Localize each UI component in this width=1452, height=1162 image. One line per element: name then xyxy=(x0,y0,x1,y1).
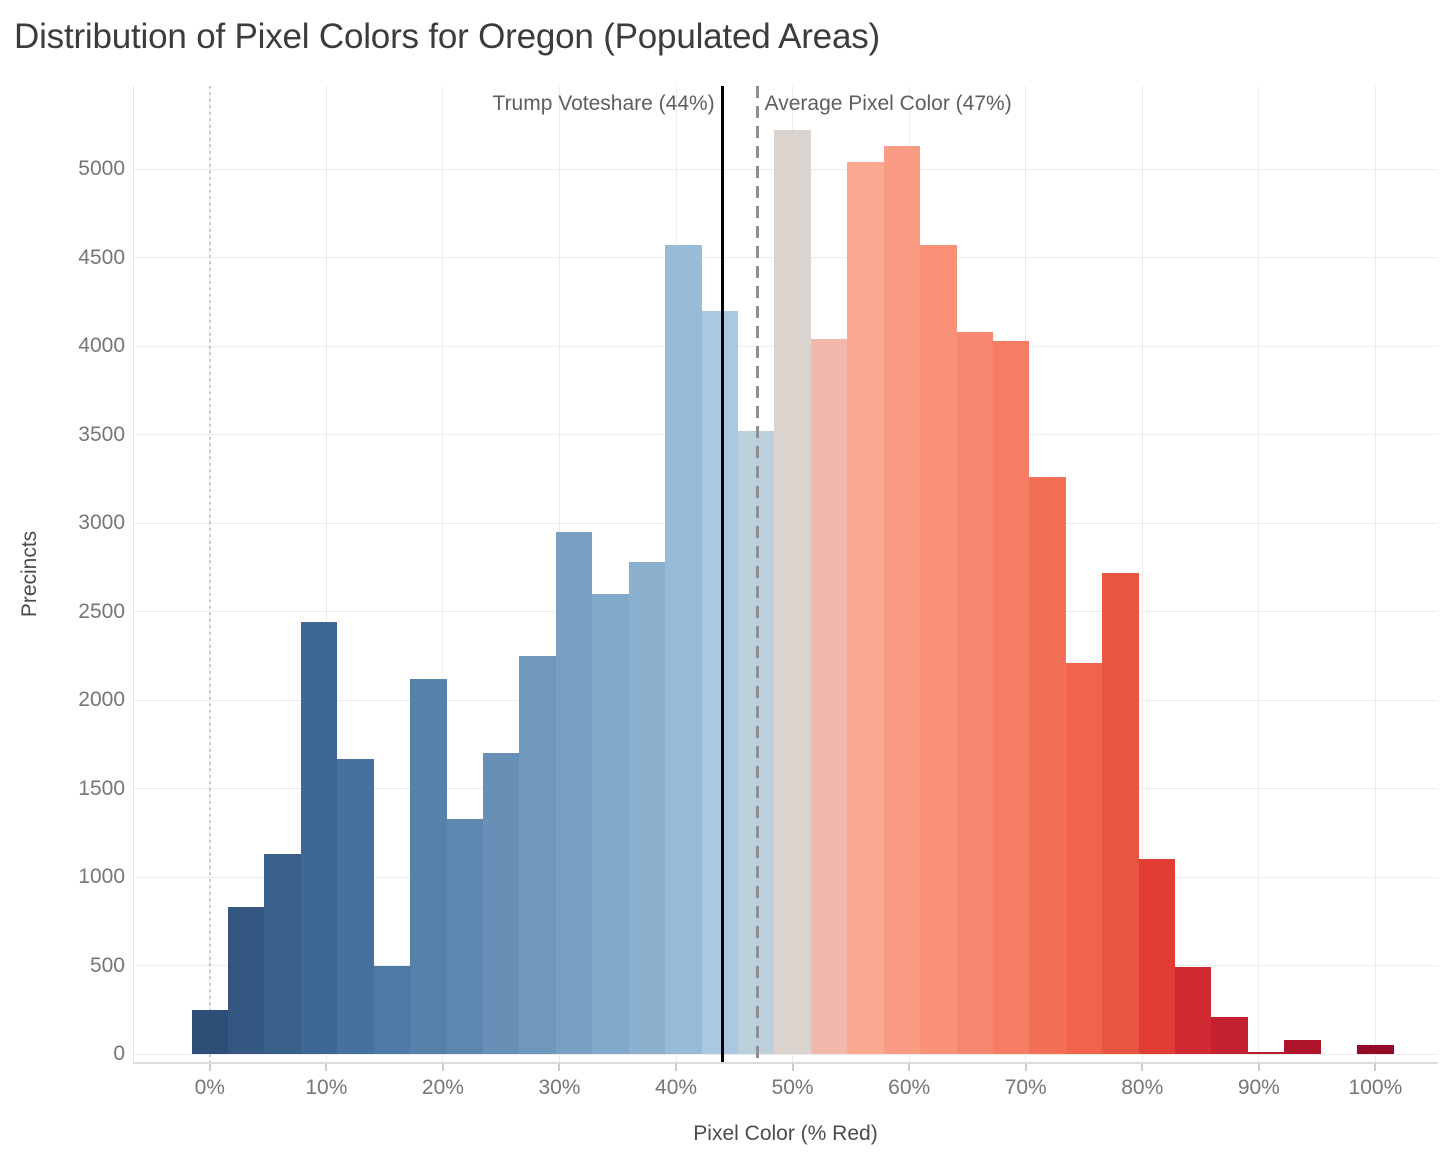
y-tick-label: 4000 xyxy=(78,334,125,358)
x-tick-label: 70% xyxy=(1004,1076,1047,1099)
histogram-bar xyxy=(992,341,1030,1054)
y-tick-label: 5000 xyxy=(78,157,125,181)
y-tick-label: 1000 xyxy=(78,865,125,889)
x-tick-label: 10% xyxy=(305,1076,348,1099)
y-tick-label: 3500 xyxy=(78,422,125,446)
histogram-bar xyxy=(1138,859,1176,1054)
x-tick-label: 30% xyxy=(538,1076,581,1099)
histogram-bar xyxy=(373,965,411,1054)
histogram-bar xyxy=(1029,477,1066,1054)
y-tick-label: 2000 xyxy=(78,688,125,712)
x-tick-label: 40% xyxy=(655,1076,698,1099)
y-axis-title: Precincts xyxy=(18,530,41,618)
histogram-bar xyxy=(592,594,629,1054)
histogram-bar xyxy=(1247,1052,1285,1054)
x-tick-mark xyxy=(1141,1064,1144,1071)
v-gridline xyxy=(325,86,327,1062)
histogram-bar xyxy=(555,532,593,1054)
refline-average-pixel-color xyxy=(755,86,760,1062)
histogram-bar xyxy=(920,245,957,1054)
histogram-bar xyxy=(337,758,374,1054)
histogram-bar xyxy=(956,332,993,1054)
histogram-bar xyxy=(665,245,702,1054)
y-tick-label: 0 xyxy=(113,1042,125,1065)
refline-label-trump-voteshare: Trump Voteshare (44%) xyxy=(492,92,715,115)
x-tick-label: 50% xyxy=(771,1076,814,1099)
x-tick-label: 0% xyxy=(194,1076,225,1099)
histogram-bar xyxy=(446,818,483,1054)
v-gridline xyxy=(1374,86,1376,1062)
x-tick-mark xyxy=(208,1064,211,1071)
histogram-bar xyxy=(519,655,556,1054)
y-tick-label: 2500 xyxy=(78,599,125,623)
x-tick-mark xyxy=(441,1064,444,1071)
y-tick-label: 1500 xyxy=(78,776,125,800)
refline-zero-dotted xyxy=(208,86,211,1062)
refline-label-average-pixel-color: Average Pixel Color (47%) xyxy=(764,92,1012,115)
histogram-bar xyxy=(774,130,811,1054)
histogram-bar xyxy=(410,678,447,1054)
x-tick-mark xyxy=(675,1064,678,1071)
x-tick-label: 60% xyxy=(888,1076,931,1099)
x-tick-mark xyxy=(1024,1064,1027,1071)
histogram-bar xyxy=(482,753,520,1054)
histogram-bar xyxy=(883,146,921,1054)
x-tick-mark xyxy=(325,1064,328,1071)
histogram-bar xyxy=(264,854,301,1054)
histogram-bar xyxy=(810,339,848,1054)
x-axis-line xyxy=(133,1062,1438,1064)
histogram-bar xyxy=(191,1009,228,1054)
histogram-bar xyxy=(701,310,738,1054)
y-tick-label: 3000 xyxy=(78,511,125,535)
histogram-bar xyxy=(628,562,666,1054)
v-gridline xyxy=(1141,86,1143,1062)
chart-title: Distribution of Pixel Colors for Oregon … xyxy=(14,17,880,56)
x-tick-mark xyxy=(1374,1064,1377,1071)
histogram-bar xyxy=(1357,1045,1394,1054)
histogram-bar xyxy=(1211,1016,1248,1054)
x-tick-mark xyxy=(558,1064,561,1071)
x-tick-mark xyxy=(908,1064,911,1071)
x-tick-mark xyxy=(1257,1064,1260,1071)
x-tick-label: 100% xyxy=(1348,1076,1403,1099)
x-tick-mark xyxy=(791,1064,794,1071)
y-tick-label: 500 xyxy=(89,953,125,977)
histogram-bar xyxy=(1284,1039,1321,1054)
histogram-bar xyxy=(1175,967,1212,1054)
x-tick-label: 90% xyxy=(1237,1076,1280,1099)
histogram-bar xyxy=(847,162,884,1054)
histogram-bar xyxy=(1065,663,1103,1054)
x-tick-label: 20% xyxy=(421,1076,464,1099)
y-axis-line xyxy=(133,86,134,1062)
histogram-bar xyxy=(228,907,265,1054)
refline-trump-voteshare xyxy=(720,86,725,1062)
v-gridline xyxy=(1258,86,1260,1062)
h-gridline xyxy=(133,1053,1438,1055)
histogram-bar xyxy=(300,622,338,1054)
v-gridline xyxy=(442,86,444,1062)
y-tick-label: 4500 xyxy=(78,245,125,269)
x-tick-label: 80% xyxy=(1121,1076,1164,1099)
x-axis-title: Pixel Color (% Red) xyxy=(693,1122,878,1145)
histogram-bar xyxy=(1102,572,1139,1054)
